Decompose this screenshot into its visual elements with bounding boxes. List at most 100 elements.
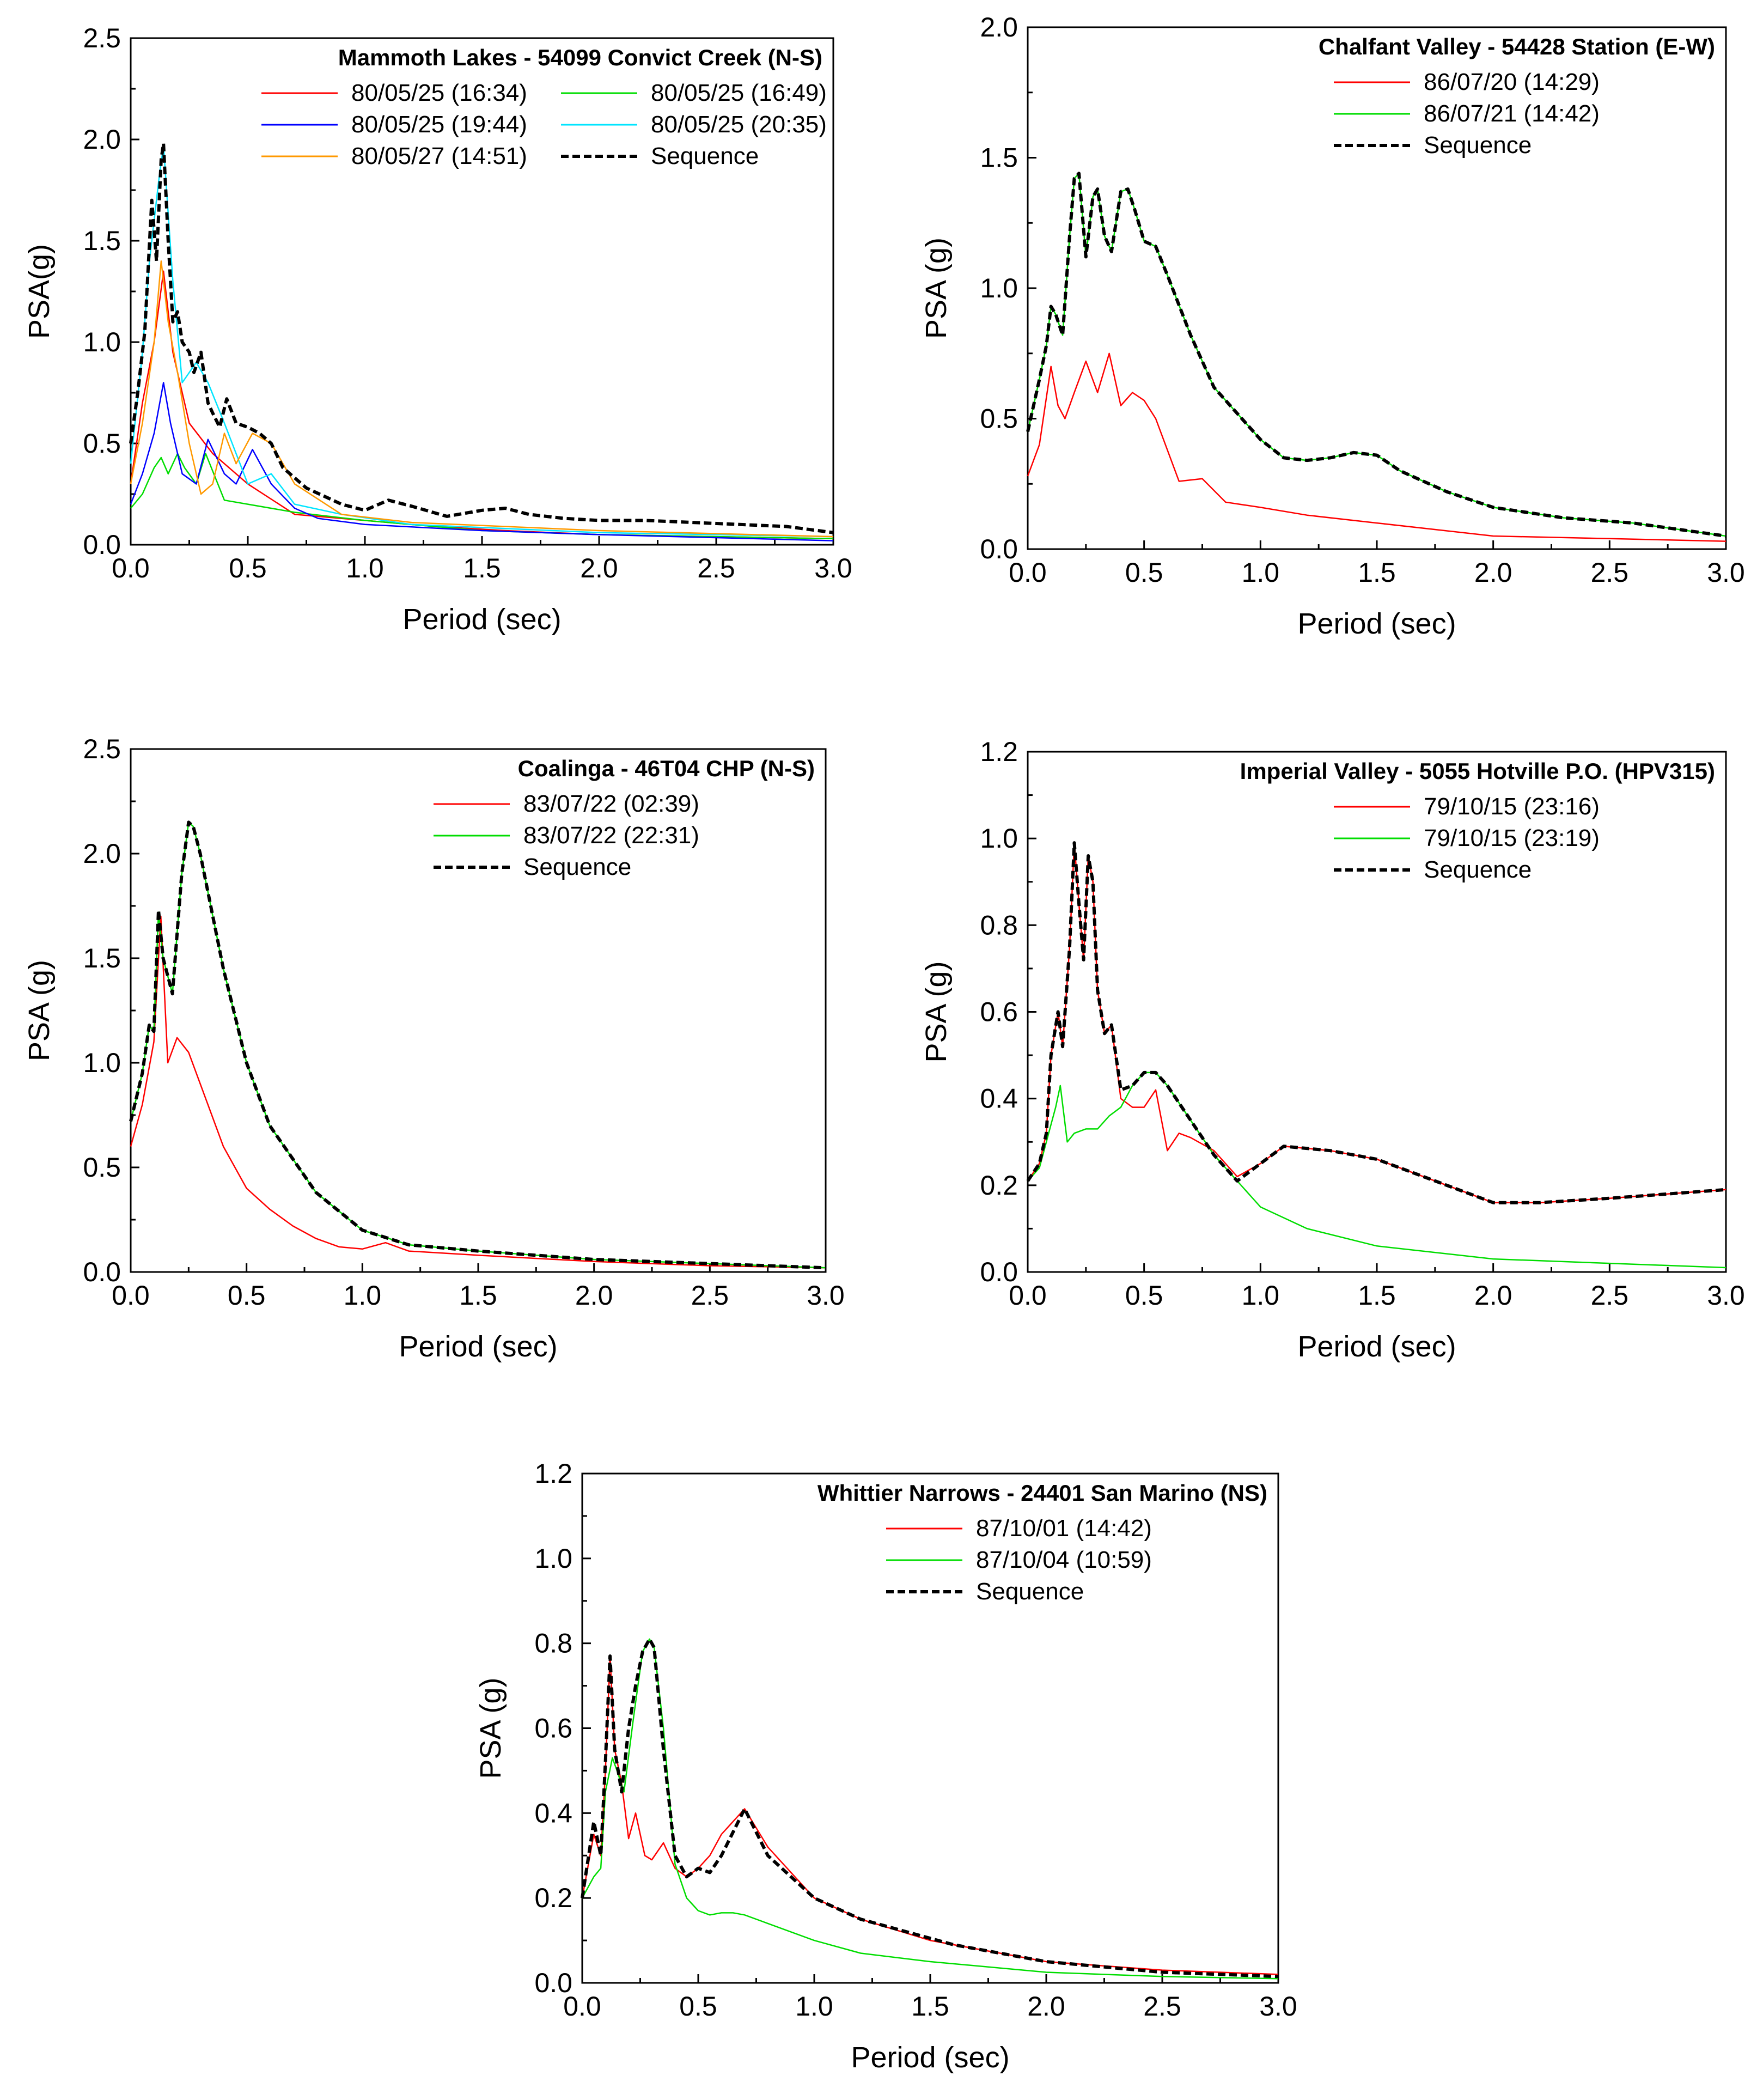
y-tick-label: 0.4 — [534, 1798, 572, 1828]
x-tick-label: 2.5 — [691, 1280, 729, 1311]
chart-panel-whittier-narrows: 0.0 0.5 1.0 1.5 2.0 2.5 3.0 0.0 0.2 0.4 0.6 0.8 1.0 1… — [440, 1427, 1318, 2097]
legend-label: Sequence — [1424, 132, 1532, 159]
x-tick-label: 0.5 — [679, 1991, 717, 2022]
y-axis-title: PSA (g) — [23, 960, 56, 1061]
x-tick-label: 2.5 — [1143, 1991, 1181, 2022]
chart-chalfant-valley: 0.0 0.5 1.0 1.5 2.0 2.5 3.0 0.0 0.5 1.0 1.5 2.0 Peri… — [920, 12, 1745, 640]
x-tick-label: 2.5 — [1591, 557, 1629, 588]
x-tick-label: 2.5 — [1591, 1280, 1629, 1311]
x-tick-label: 0.0 — [112, 553, 150, 583]
x-tick-label: 0.5 — [229, 553, 267, 583]
series-line-80-05-25-19-44 — [130, 382, 834, 541]
legend-label: Sequence — [1424, 856, 1532, 883]
legend-title: Whittier Narrows - 24401 San Marino (NS) — [818, 1480, 1267, 1506]
x-tick-label: 1.5 — [1358, 1280, 1396, 1311]
x-tick-label: 1.5 — [1358, 557, 1396, 588]
x-tick-label: 3.0 — [1259, 1991, 1297, 2022]
y-axis-title: PSA(g) — [23, 244, 56, 339]
x-tick-label: 0.0 — [1009, 557, 1047, 588]
legend-label: 83/07/22 (22:31) — [523, 822, 699, 849]
y-tick-label: 0.0 — [83, 529, 121, 560]
y-tick-label: 2.5 — [83, 23, 121, 53]
legend-label: 86/07/20 (14:29) — [1424, 69, 1600, 95]
legend-label: Sequence — [523, 854, 631, 880]
x-tick-label: 2.0 — [1027, 1991, 1065, 2022]
y-tick-label: 0.0 — [980, 1257, 1018, 1287]
chart-whittier-narrows: 0.0 0.5 1.0 1.5 2.0 2.5 3.0 0.0 0.2 0.4 0.6 0.8 1.0 1… — [474, 1458, 1297, 2074]
x-tick-label: 1.5 — [459, 1280, 497, 1311]
legend-title: Chalfant Valley - 54428 Station (E-W) — [1319, 34, 1715, 59]
chart-coalinga: 0.0 0.5 1.0 1.5 2.0 2.5 3.0 0.0 0.5 1.0 1.5 2.0 2.5 P… — [23, 734, 845, 1363]
x-tick-label: 1.0 — [1242, 1280, 1280, 1311]
y-tick-label: 1.2 — [980, 736, 1018, 767]
chart-panel-mammoth-lakes: 0.0 0.5 1.0 1.5 2.0 2.5 3.0 0.0 0.5 1.0 1.5 2.0 2.5 P… — [0, 0, 878, 670]
y-tick-label: 2.0 — [83, 838, 121, 869]
x-tick-label: 1.0 — [346, 553, 384, 583]
y-tick-label: 0.5 — [83, 428, 121, 459]
x-axis-title: Period (sec) — [402, 603, 561, 636]
y-tick-label: 0.8 — [534, 1628, 572, 1659]
x-axis-title: Period (sec) — [1297, 1330, 1456, 1363]
y-tick-label: 0.2 — [980, 1170, 1018, 1201]
chart-mammoth-lakes: 0.0 0.5 1.0 1.5 2.0 2.5 3.0 0.0 0.5 1.0 1.5 2.0 2.5 P… — [23, 23, 852, 636]
x-tick-label: 0.0 — [1009, 1280, 1047, 1311]
y-tick-label: 0.6 — [534, 1713, 572, 1744]
x-tick-label: 0.0 — [112, 1280, 150, 1311]
y-axis-title: PSA (g) — [920, 961, 953, 1062]
x-tick-label: 0.5 — [228, 1280, 266, 1311]
x-tick-label: 3.0 — [814, 553, 852, 583]
series-line-sequence — [1026, 841, 1727, 1204]
plot-frame — [581, 1472, 1279, 1984]
legend-label: 80/05/27 (14:51) — [351, 143, 527, 169]
y-tick-label: 0.2 — [534, 1883, 572, 1913]
legend-label: 79/10/15 (23:19) — [1424, 825, 1600, 851]
y-axis-title: PSA (g) — [474, 1677, 507, 1779]
legend-label: 79/10/15 (23:16) — [1424, 793, 1600, 820]
series-line-80-05-27-14-51 — [130, 260, 834, 538]
legend-label: Sequence — [651, 143, 759, 169]
legend-label: 80/05/25 (19:44) — [351, 111, 527, 138]
legend-label: Sequence — [976, 1578, 1084, 1605]
x-tick-label: 0.0 — [563, 1991, 601, 2022]
legend-label: 80/05/25 (16:49) — [651, 80, 827, 106]
series-line-87-10-01-14-42 — [581, 1655, 1279, 1975]
x-tick-label: 1.0 — [795, 1991, 833, 2022]
chart-panel-coalinga: 0.0 0.5 1.0 1.5 2.0 2.5 3.0 0.0 0.5 1.0 1.5 2.0 2.5 P… — [0, 708, 878, 1395]
series-line-sequence — [129, 820, 826, 1270]
series-line-79-10-15-23-19 — [1027, 1072, 1727, 1269]
x-axis-title: Period (sec) — [1297, 607, 1456, 640]
y-tick-label: 1.5 — [83, 943, 121, 973]
x-axis-title: Period (sec) — [399, 1330, 557, 1363]
legend-title: Imperial Valley - 5055 Hotville P.O. (HP… — [1240, 758, 1715, 784]
x-tick-label: 2.0 — [1474, 1280, 1512, 1311]
x-axis-title: Period (sec) — [851, 2041, 1009, 2074]
legend-label: 86/07/21 (14:42) — [1424, 100, 1600, 127]
y-tick-label: 0.4 — [980, 1084, 1018, 1114]
y-tick-label: 1.5 — [980, 143, 1018, 173]
series-line-83-07-22-22-31 — [130, 821, 826, 1269]
series-line-86-07-20-14-29 — [1027, 352, 1727, 542]
x-tick-label: 3.0 — [807, 1280, 845, 1311]
y-tick-label: 1.5 — [83, 226, 121, 256]
x-tick-label: 2.0 — [1474, 557, 1512, 588]
x-tick-label: 2.0 — [580, 553, 618, 583]
y-tick-label: 1.0 — [83, 327, 121, 357]
legend-label: 87/10/01 (14:42) — [976, 1515, 1152, 1542]
y-tick-label: 1.0 — [534, 1543, 572, 1574]
x-tick-label: 1.0 — [344, 1280, 382, 1311]
x-tick-label: 0.5 — [1125, 1280, 1163, 1311]
plot-frame — [1027, 26, 1727, 550]
y-tick-label: 0.6 — [980, 997, 1018, 1027]
y-tick-label: 1.0 — [980, 273, 1018, 303]
series-line-83-07-22-02-39 — [130, 915, 826, 1269]
legend-label: 83/07/22 (02:39) — [523, 790, 699, 817]
plot-frame — [1027, 751, 1727, 1273]
chart-panel-chalfant-valley: 0.0 0.5 1.0 1.5 2.0 2.5 3.0 0.0 0.5 1.0 1.5 2.0 Peri… — [878, 0, 1757, 670]
y-tick-label: 1.0 — [980, 823, 1018, 854]
series-line-sequence — [1026, 172, 1727, 538]
x-tick-label: 2.0 — [575, 1280, 613, 1311]
y-tick-label: 2.0 — [83, 124, 121, 155]
legend-label: 87/10/04 (10:59) — [976, 1547, 1152, 1573]
y-tick-label: 0.0 — [980, 534, 1018, 564]
y-axis-title: PSA (g) — [920, 238, 953, 339]
